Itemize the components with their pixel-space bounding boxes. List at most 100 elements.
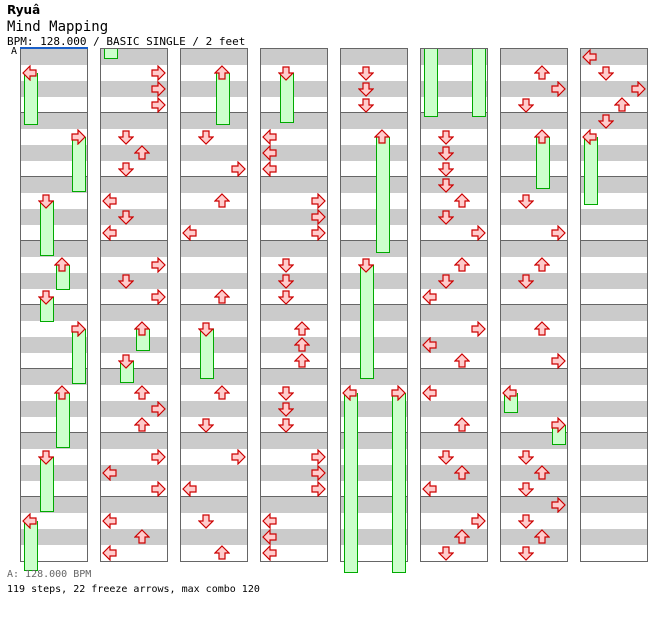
measure-line (341, 304, 407, 305)
arrow-down-icon (278, 401, 294, 417)
arrow-down-icon (358, 65, 374, 81)
bpm-legend: A: 128.000 BPM (7, 569, 92, 580)
freeze-arrow-left-icon (22, 513, 38, 529)
arrow-left-icon (262, 545, 278, 561)
measure-line (421, 432, 487, 433)
arrow-down-icon (438, 129, 454, 145)
arrow-down-icon (518, 97, 534, 113)
bpm-marker-label: A (11, 46, 18, 57)
arrow-up-icon (214, 193, 230, 209)
measure-line (261, 176, 327, 177)
arrow-down-icon (438, 209, 454, 225)
arrow-left-icon (102, 545, 118, 561)
freeze-arrow-up-icon (134, 321, 150, 337)
arrow-up-icon (294, 321, 310, 337)
measure-line (181, 304, 247, 305)
measure-line (501, 368, 567, 369)
arrow-right-icon (310, 209, 326, 225)
freeze-arrow-down-icon (358, 257, 374, 273)
freeze-arrow-down-icon (198, 321, 214, 337)
freeze-arrow-up-icon (214, 65, 230, 81)
freeze-arrow-right-icon (70, 321, 86, 337)
freeze-arrow-body (344, 393, 358, 573)
freeze-arrow-body (216, 73, 230, 125)
measure-line (261, 112, 327, 113)
measure-line (261, 304, 327, 305)
measure-line (181, 112, 247, 113)
freeze-arrow-body (40, 201, 54, 257)
arrow-left-icon (422, 385, 438, 401)
measure-line (261, 432, 327, 433)
measure-line (21, 432, 87, 433)
measure-line (101, 496, 167, 497)
chart-column (500, 48, 568, 562)
bpm-change-line (20, 47, 88, 49)
arrow-right-icon (230, 161, 246, 177)
arrow-up-icon (134, 385, 150, 401)
measure-line (101, 368, 167, 369)
freeze-arrow-down-icon (38, 289, 54, 305)
arrow-left-icon (422, 289, 438, 305)
freeze-arrow-right-icon (70, 129, 86, 145)
measure-line (21, 176, 87, 177)
freeze-arrow-body (56, 393, 70, 449)
arrow-right-icon (470, 321, 486, 337)
measure-line (421, 176, 487, 177)
freeze-arrow-body (376, 137, 390, 253)
arrow-up-icon (214, 385, 230, 401)
arrow-up-icon (454, 417, 470, 433)
arrow-down-icon (118, 273, 134, 289)
measure-line (21, 368, 87, 369)
arrow-right-icon (150, 401, 166, 417)
freeze-arrow-down-icon (118, 353, 134, 369)
arrow-left-icon (182, 481, 198, 497)
arrow-down-icon (278, 385, 294, 401)
arrow-up-icon (454, 529, 470, 545)
arrow-left-icon (262, 129, 278, 145)
arrow-up-icon (534, 65, 550, 81)
arrow-up-icon (614, 97, 630, 113)
freeze-arrow-up-icon (534, 129, 550, 145)
freeze-arrow-left-icon (342, 385, 358, 401)
arrow-right-icon (310, 449, 326, 465)
measure-line (341, 240, 407, 241)
measure-line (261, 240, 327, 241)
measure-line (581, 432, 647, 433)
arrow-up-icon (134, 145, 150, 161)
freeze-arrow-body (120, 361, 134, 383)
arrow-down-icon (118, 161, 134, 177)
measure-line (581, 304, 647, 305)
arrow-up-icon (214, 289, 230, 305)
measure-line (101, 176, 167, 177)
arrow-down-icon (598, 113, 614, 129)
artist-name: Ryuâ (7, 3, 41, 17)
measure-line (421, 112, 487, 113)
measure-line (341, 432, 407, 433)
freeze-arrow-body (24, 73, 38, 125)
measure-line (341, 112, 407, 113)
arrow-left-icon (182, 225, 198, 241)
arrow-down-icon (438, 177, 454, 193)
arrow-up-icon (454, 193, 470, 209)
freeze-arrow-left-icon (582, 129, 598, 145)
measure-line (21, 496, 87, 497)
freeze-arrow-right-icon (390, 385, 406, 401)
arrow-down-icon (118, 209, 134, 225)
arrow-up-icon (134, 529, 150, 545)
arrow-down-icon (518, 273, 534, 289)
arrow-down-icon (358, 81, 374, 97)
measure-line (261, 496, 327, 497)
arrow-down-icon (438, 545, 454, 561)
arrow-right-icon (150, 257, 166, 273)
arrow-right-icon (550, 81, 566, 97)
arrow-right-icon (310, 481, 326, 497)
freeze-arrow-down-icon (278, 65, 294, 81)
arrow-down-icon (438, 161, 454, 177)
freeze-arrow-body (392, 393, 406, 573)
measure-line (421, 496, 487, 497)
arrow-left-icon (262, 513, 278, 529)
chart-column (180, 48, 248, 562)
freeze-arrow-body (72, 329, 86, 385)
arrow-right-icon (150, 289, 166, 305)
arrow-right-icon (310, 465, 326, 481)
